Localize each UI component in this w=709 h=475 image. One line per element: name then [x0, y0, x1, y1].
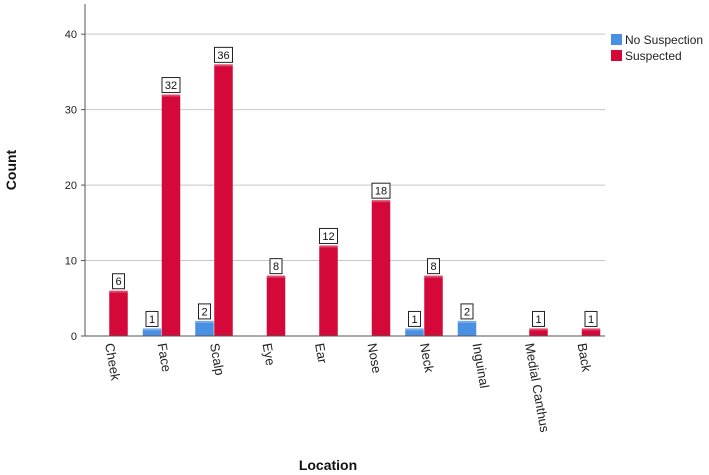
bar-highlight-no-suspection-neck [405, 328, 424, 331]
data-label-no-suspection-face: 1 [149, 314, 155, 326]
x-tick-label-cheek: Cheek [102, 342, 123, 382]
x-axis-title: Location [299, 457, 357, 473]
bar-highlight-suspected-ear [319, 245, 338, 248]
legend-label-suspected: Suspected [625, 49, 682, 63]
data-label-suspected-medial-canthus: 1 [535, 314, 541, 326]
y-tick-label-30: 30 [65, 105, 77, 117]
x-tick-label-nose: Nose [365, 342, 385, 375]
bar-no-suspection-neck [405, 328, 424, 336]
x-tick-label-inguinal: Inguinal [470, 342, 493, 390]
data-label-no-suspection-scalp: 2 [201, 306, 207, 318]
y-tick-label-40: 40 [65, 29, 77, 41]
data-label-box-suspected-eye [269, 258, 283, 275]
bar-suspected-scalp [214, 64, 233, 336]
x-tick-label-eye: Eye [260, 342, 279, 367]
data-label-box-suspected-neck [427, 258, 440, 275]
bar-highlight-no-suspection-face [142, 328, 162, 331]
bar-highlight-suspected-medial-canthus [529, 328, 548, 331]
x-tick-label-neck: Neck [417, 342, 437, 374]
data-label-box-suspected-cheek [112, 273, 125, 290]
data-label-box-suspected-nose [371, 182, 391, 199]
data-label-no-suspection-neck: 1 [411, 314, 417, 326]
data-label-box-no-suspection-neck [408, 310, 421, 327]
bar-suspected-ear [319, 245, 338, 336]
x-tick-label-ear: Ear [312, 342, 330, 365]
data-label-box-suspected-face [161, 77, 181, 94]
data-label-box-suspected-ear [319, 227, 338, 244]
data-label-suspected-nose: 18 [375, 186, 387, 198]
bar-suspected-cheek [109, 290, 128, 336]
data-label-box-no-suspection-inguinal [460, 303, 474, 320]
bar-highlight-suspected-cheek [109, 290, 128, 293]
bar-no-suspection-face [142, 328, 162, 336]
bar-suspected-back [581, 328, 601, 336]
bar-suspected-medial-canthus [529, 328, 548, 336]
y-tick-label-10: 10 [65, 256, 77, 268]
bar-highlight-no-suspection-inguinal [457, 320, 477, 323]
bar-suspected-eye [266, 275, 286, 336]
y-ticks: 0 10 20 30 40 [65, 29, 85, 343]
x-tick-label-scalp: Scalp [207, 342, 227, 377]
data-label-box-no-suspection-scalp [198, 303, 211, 320]
data-label-suspected-eye: 8 [273, 261, 279, 273]
category-labels: Cheek Face Scalp Eye Ear Nose Neck Inguinal Medi… [102, 342, 594, 434]
data-label-suspected-ear: 12 [322, 231, 334, 243]
bar-highlight-suspected-face [161, 94, 181, 97]
data-label-box-suspected-scalp [214, 46, 233, 63]
data-label-box-no-suspection-face [145, 310, 159, 327]
bar-highlight-suspected-back [581, 328, 601, 331]
bars [109, 64, 601, 336]
bar-suspected-face [161, 94, 181, 336]
legend: No Suspection Suspected [611, 33, 703, 63]
legend-swatch-suspected [611, 50, 622, 61]
data-label-suspected-face: 32 [165, 80, 177, 92]
bar-suspected-nose [371, 200, 391, 336]
bar-highlight-no-suspection-scalp [195, 320, 214, 323]
y-tick-label-20: 20 [65, 180, 77, 192]
data-label-suspected-back: 1 [588, 314, 594, 326]
x-tick-label-back: Back [575, 342, 595, 374]
bar-no-suspection-inguinal [457, 320, 477, 336]
data-label-box-suspected-back [584, 310, 598, 327]
data-label-suspected-neck: 8 [430, 261, 436, 273]
bar-highlight-suspected-neck [424, 275, 443, 278]
data-label-suspected-scalp: 36 [217, 50, 229, 62]
data-label-box-suspected-medial-canthus [532, 310, 545, 327]
bar-no-suspection-scalp [195, 320, 214, 336]
data-label-no-suspection-inguinal: 2 [464, 306, 470, 318]
legend-label-no-suspection: No Suspection [625, 33, 703, 47]
bar-highlight-suspected-eye [266, 275, 286, 278]
x-tick-label-medial-canthus: Medial Canthus [522, 342, 553, 434]
y-axis-title: Count [3, 149, 19, 190]
x-tick-label-face: Face [155, 342, 175, 373]
data-label-suspected-cheek: 6 [115, 276, 121, 288]
bar-highlight-suspected-scalp [214, 64, 233, 67]
bar-highlight-suspected-nose [371, 200, 391, 203]
legend-swatch-no-suspection [611, 34, 622, 45]
y-tick-label-0: 0 [71, 331, 77, 343]
bar-suspected-neck [424, 275, 443, 336]
